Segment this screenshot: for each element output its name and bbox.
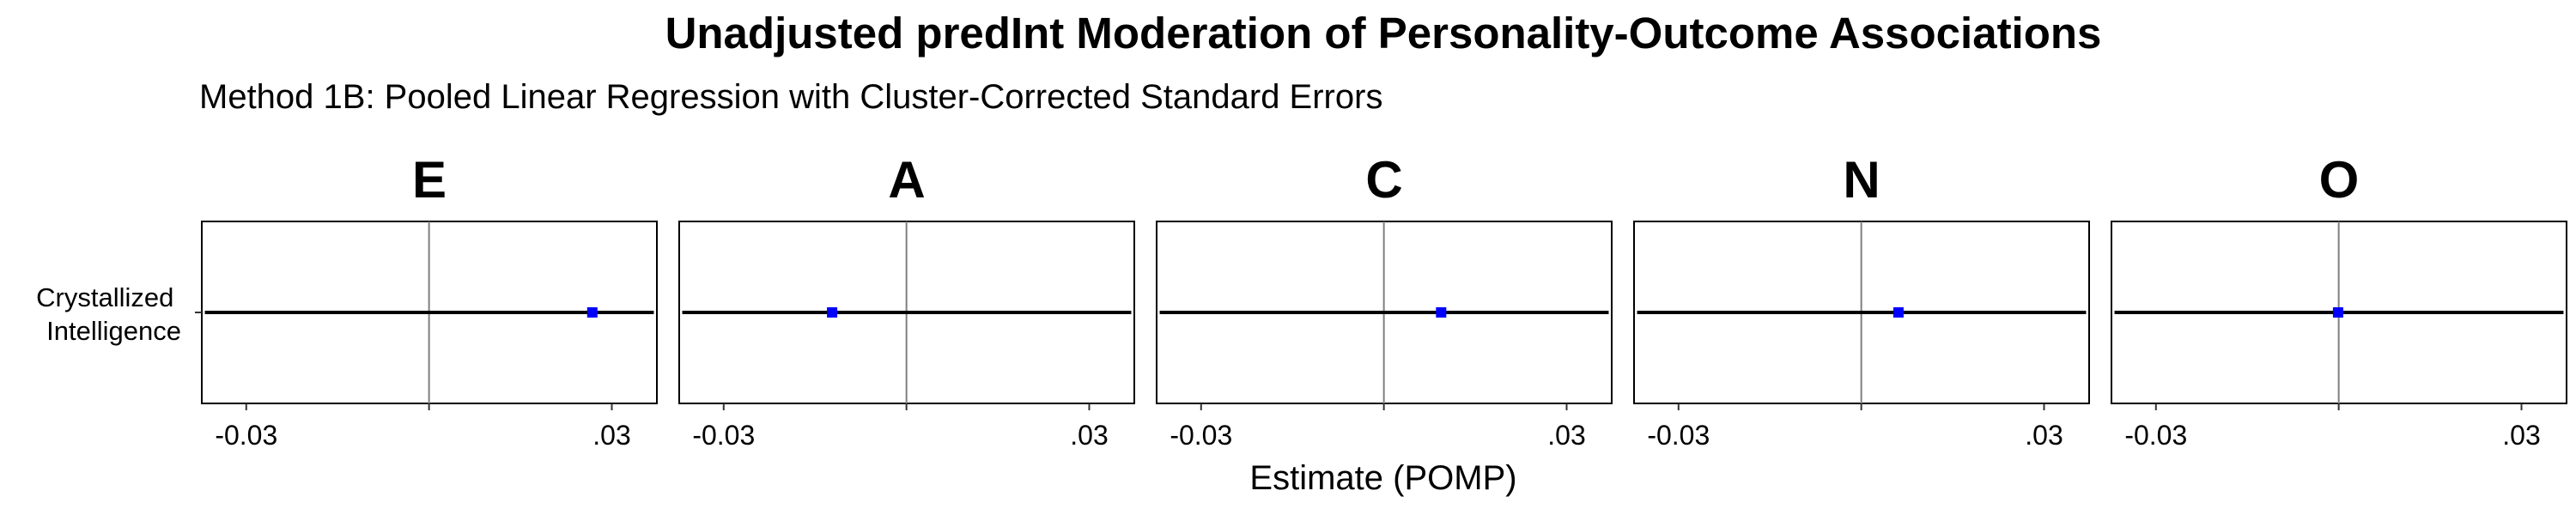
y-category-line-2: Intelligence (46, 316, 181, 346)
x-tick-label: -0.03 (2124, 420, 2187, 451)
x-tick-label: -0.03 (692, 420, 755, 451)
x-tick-label: .03 (2025, 420, 2063, 451)
estimate-point (1436, 307, 1447, 318)
estimate-point (586, 307, 598, 318)
x-tick-label: -0.03 (1170, 420, 1232, 451)
chart-title: Unadjusted predInt Moderation of Persona… (665, 9, 2102, 58)
chart-subtitle: Method 1B: Pooled Linear Regression with… (199, 78, 1382, 116)
panel-o: O -0.03 .03 (2111, 151, 2567, 451)
facet-label: N (1843, 151, 1880, 209)
x-axis-label: Estimate (POMP) (1249, 459, 1516, 497)
panel-e: E -0.03 .03 (201, 151, 658, 451)
panel-n: N -0.03 .03 (1633, 151, 2090, 451)
facet-label: C (1365, 151, 1402, 209)
estimate-point (1893, 307, 1904, 318)
x-tick-label: .03 (1070, 420, 1108, 451)
facet-label: O (2319, 151, 2360, 209)
facet-panels: E -0.03 .03 A -0.03 .03 C -0.03 .03 N -0.03 .03 O -0.… (195, 151, 2567, 451)
facet-label: A (888, 151, 925, 209)
panel-a: A -0.03 .03 (678, 151, 1135, 451)
estimate-point (827, 307, 838, 318)
x-tick-label: -0.03 (215, 420, 277, 451)
y-category-label: Crystallized Intelligence (36, 282, 181, 346)
estimate-point (2332, 307, 2343, 318)
x-tick-label: -0.03 (1647, 420, 1710, 451)
x-tick-label: .03 (2502, 420, 2540, 451)
facet-label: E (412, 151, 447, 209)
x-tick-label: .03 (1547, 420, 1585, 451)
panel-c: C -0.03 .03 (1156, 151, 1613, 451)
x-tick-label: .03 (592, 420, 630, 451)
y-category-line-1: Crystallized (36, 282, 173, 312)
